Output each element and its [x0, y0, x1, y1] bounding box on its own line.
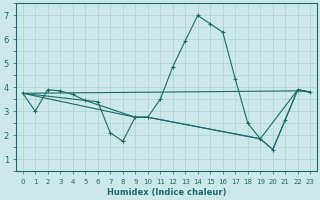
X-axis label: Humidex (Indice chaleur): Humidex (Indice chaleur)	[107, 188, 226, 197]
